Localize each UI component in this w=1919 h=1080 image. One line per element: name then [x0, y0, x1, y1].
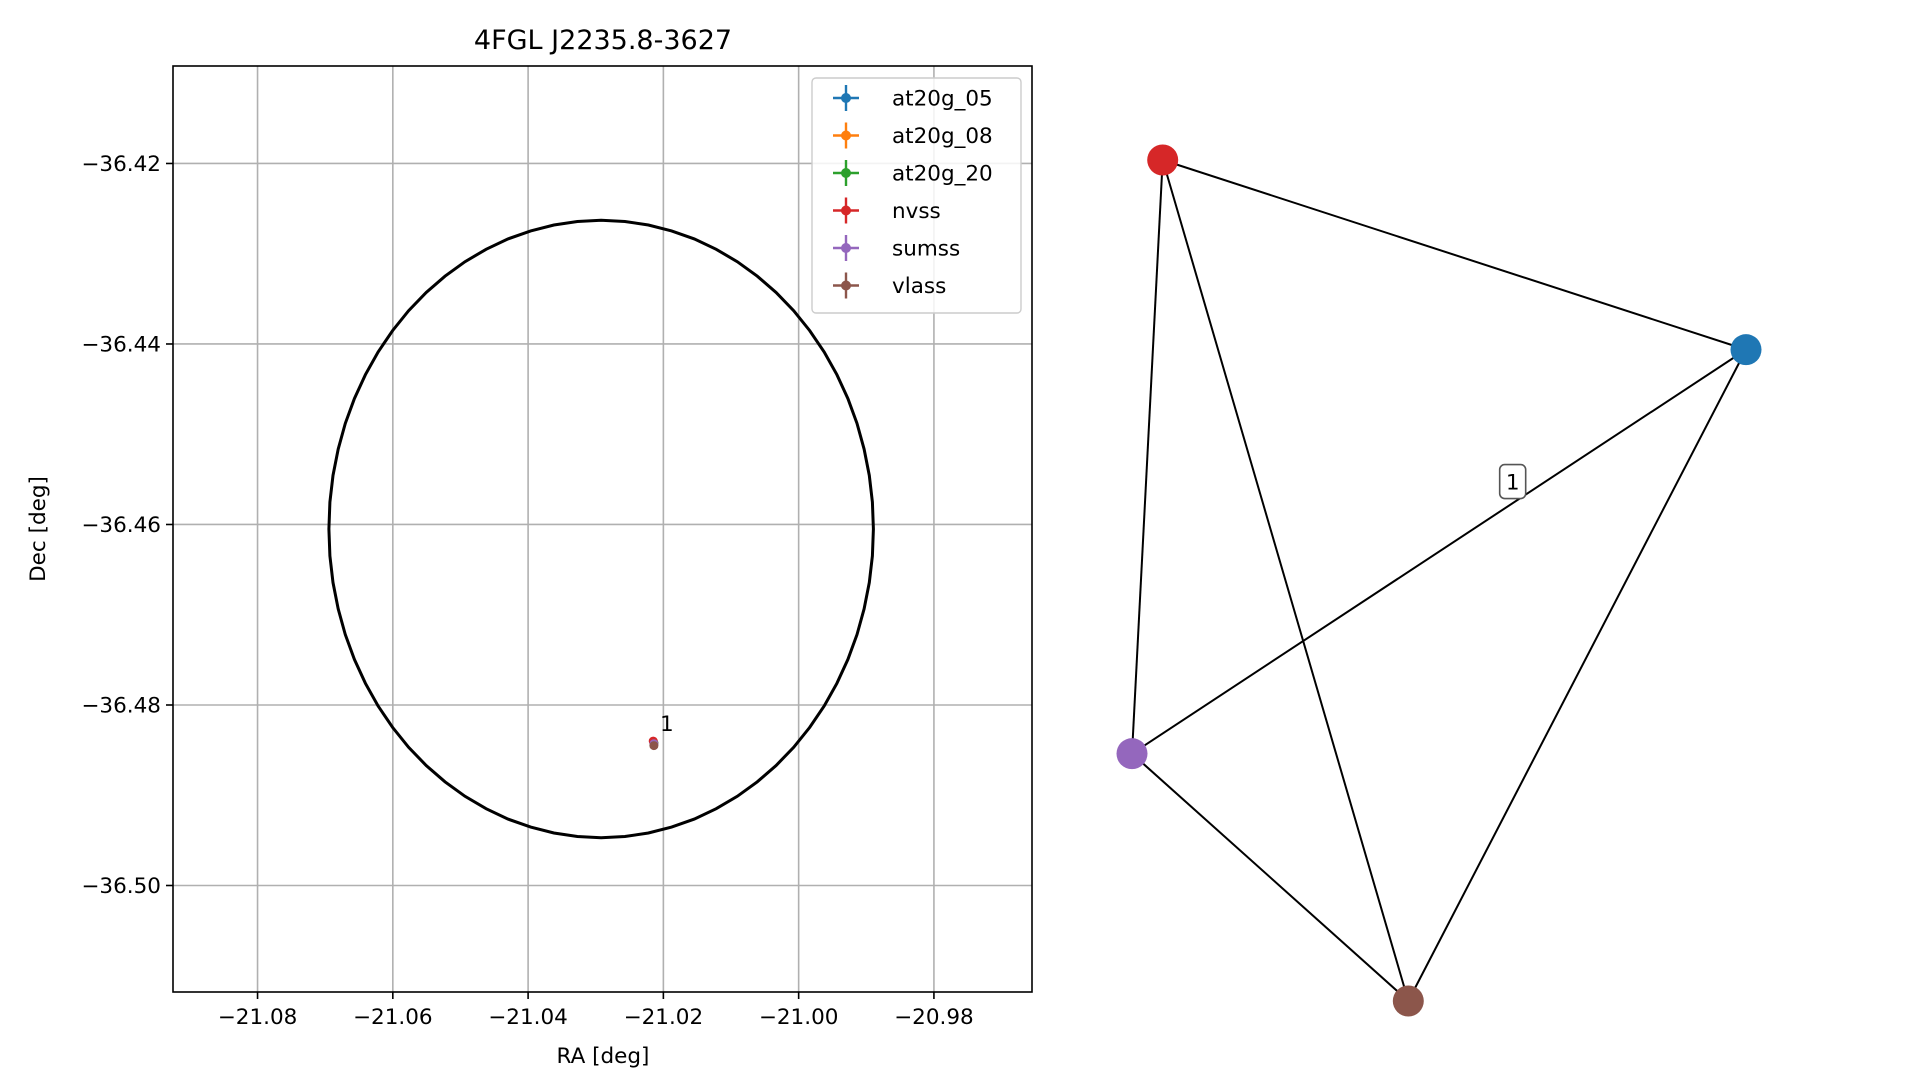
legend-marker [841, 280, 851, 291]
graph-edges [1131, 159, 1747, 1002]
graph-node-at20g_05 [1730, 334, 1762, 366]
y-tick-label: −36.50 [81, 874, 161, 899]
legend-item-at20g_08: at20g_08 [833, 122, 993, 149]
graph-edge-nvss-at20g_05 [1162, 159, 1747, 351]
legend-label: nvss [892, 199, 941, 224]
x-axis-ticks: −21.08 −21.06 −21.04 −21.02 −21.00 −20.98 [218, 992, 974, 1030]
legend-item-sumss: sumss [833, 235, 960, 262]
localization-ellipse-layer [327, 218, 875, 840]
graph-label-box [1498, 463, 1527, 500]
legend-marker [841, 168, 851, 178]
graph-edge-nvss-vlass [1161, 159, 1410, 1002]
localization-ellipse [327, 218, 875, 840]
legend-label: at20g_20 [892, 162, 993, 187]
point-vlass [649, 741, 659, 751]
x-tick-label: −20.98 [894, 1005, 974, 1030]
legend-marker [841, 130, 851, 141]
legend-marker [841, 93, 851, 103]
graph-label-layer: 1 [1498, 463, 1527, 500]
x-axis-label: RA [deg] [557, 1044, 650, 1069]
graph-node-nvss [1147, 144, 1179, 176]
legend-label: vlass [892, 274, 946, 299]
y-tick-label: −36.44 [81, 332, 161, 357]
graph-nodes [1116, 144, 1762, 1017]
legend-label: at20g_08 [892, 124, 993, 149]
legend-marker [841, 243, 851, 253]
y-tick-label: −36.46 [81, 513, 161, 538]
graph-node-vlass [1392, 985, 1424, 1017]
legend-label: at20g_05 [892, 87, 993, 112]
graph-label-text: 1 [1506, 471, 1520, 496]
crossmatch-graph: 1 [1116, 144, 1762, 1017]
legend-box [811, 77, 1022, 314]
graph-edge-at20g_05-vlass [1407, 349, 1747, 1002]
point-annotation: 1 [660, 712, 674, 737]
source-points-layer [648, 736, 659, 751]
x-tick-label: −21.00 [759, 1005, 839, 1030]
y-tick-label: −36.42 [81, 152, 161, 177]
graph-node-sumss [1116, 738, 1148, 770]
graph-edge-sumss-vlass [1131, 752, 1409, 1002]
plot-frame [172, 65, 1033, 993]
plot-title: 4FGL J2235.8-3627 [474, 25, 732, 56]
graph-edge-nvss-sumss [1131, 159, 1164, 754]
legend-label: sumss [892, 237, 960, 262]
x-tick-label: −21.06 [353, 1005, 433, 1030]
legend-item-at20g_20: at20g_20 [833, 160, 993, 187]
legend-marker [841, 205, 851, 216]
legend-item-vlass: vlass [833, 272, 946, 299]
legend-item-at20g_05: at20g_05 [833, 85, 993, 112]
annotations-layer: 1 [660, 712, 674, 737]
sky-position-plot: 4FGL J2235.8-3627 1 −21.08 −21.06 −21.04 −2… [26, 25, 1033, 1069]
x-tick-label: −21.02 [624, 1005, 704, 1030]
x-tick-label: −21.04 [488, 1005, 568, 1030]
x-tick-label: −21.08 [218, 1005, 298, 1030]
graph-edge-at20g_05-sumss [1131, 348, 1747, 755]
legend-item-nvss: nvss [833, 197, 941, 224]
y-axis-label: Dec [deg] [26, 476, 51, 582]
y-axis-ticks: −36.42 −36.44 −36.46 −36.48 −36.50 [81, 152, 173, 899]
y-tick-label: −36.48 [81, 693, 161, 718]
